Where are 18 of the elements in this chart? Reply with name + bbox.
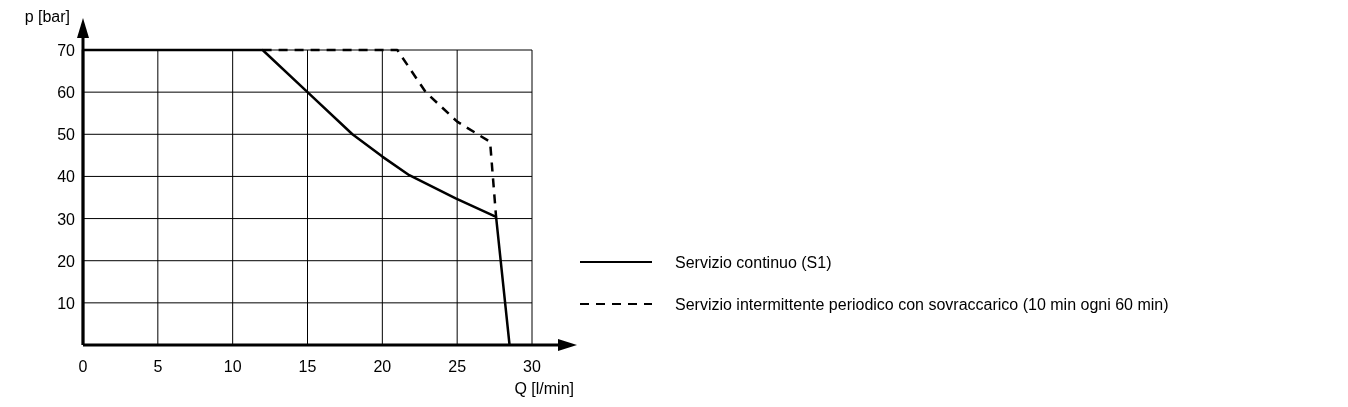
- y-tick-label: 50: [57, 126, 76, 144]
- y-tick-label: 10: [57, 294, 76, 312]
- x-tick-label: 15: [298, 358, 317, 375]
- legend-label: Servizio intermittente periodico con sovraccarico (10 min ogni 60 min): [675, 296, 1169, 313]
- x-tick-label: 30: [523, 358, 541, 375]
- x-tick-label: 5: [153, 358, 163, 375]
- x-tick-label: 25: [448, 358, 467, 375]
- x-tick-label: 0: [78, 358, 88, 375]
- legend-label: Servizio continuo (S1): [675, 254, 832, 271]
- y-tick-label: 60: [57, 84, 76, 102]
- y-tick-label: 30: [57, 210, 76, 228]
- x-tick-label: 20: [373, 358, 392, 375]
- y-tick-label: 20: [57, 252, 76, 270]
- y-axis-title: p [bar]: [24, 8, 70, 25]
- y-tick-label: 70: [57, 42, 76, 59]
- x-axis-title: Q [l/min]: [514, 380, 574, 397]
- x-tick-label: 10: [223, 358, 242, 375]
- y-tick-label: 40: [57, 168, 76, 186]
